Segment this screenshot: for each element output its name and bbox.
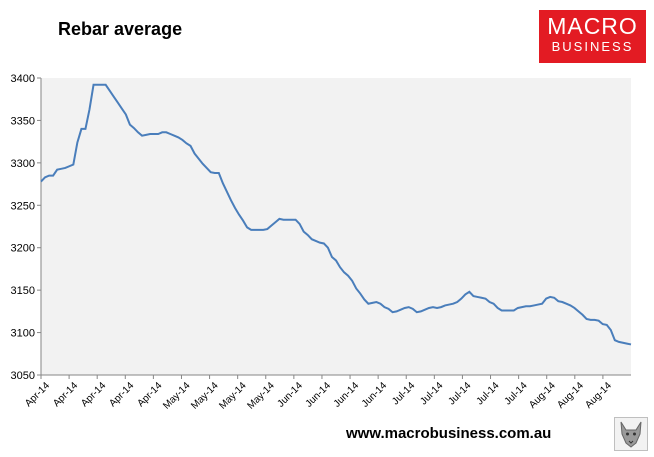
x-tick-label: Aug-14 [527, 380, 558, 411]
x-tick-label: Apr-14 [23, 380, 52, 409]
y-tick-label: 3300 [11, 158, 35, 170]
y-tick-label: 3100 [11, 328, 35, 340]
series-line [40, 83, 632, 346]
y-tick-label: 3250 [11, 200, 35, 212]
wolf-mascot-icon [614, 417, 648, 451]
x-tick-label: Jul-14 [475, 380, 502, 407]
x-tick-label: Jul-14 [503, 380, 530, 407]
x-tick-label: May-14 [217, 380, 249, 412]
x-tick-label: Jun-14 [332, 380, 362, 410]
y-axis: 3050 3100 3150 3200 3250 3300 3350 3400 [11, 73, 42, 382]
x-tick-label: Jul-14 [418, 380, 445, 407]
x-tick-label: Jun-14 [360, 380, 390, 410]
logo-line1: MACRO [547, 13, 638, 39]
plot-area [41, 78, 631, 375]
y-tick-label: 3050 [11, 370, 35, 382]
footer-url: www.macrobusiness.com.au [346, 425, 552, 442]
x-tick-label: Aug-14 [555, 380, 586, 411]
x-tick-label: Jul-14 [446, 380, 473, 407]
y-tick-label: 3150 [11, 285, 35, 297]
x-tick-label: May-14 [161, 380, 193, 412]
x-tick-label: Jun-14 [304, 380, 334, 410]
macrobusiness-logo: MACRO BUSINESS [539, 10, 646, 63]
x-tick-label: Apr-14 [51, 380, 80, 409]
x-tick-label: Jun-14 [276, 380, 306, 410]
chart-title: Rebar average [58, 19, 183, 39]
x-tick-label: Apr-14 [135, 380, 164, 409]
y-tick-label: 3200 [11, 243, 35, 255]
y-tick-label: 3350 [11, 115, 35, 127]
x-tick-label: Apr-14 [107, 380, 136, 409]
x-tick-label: Aug-14 [583, 380, 614, 411]
x-tick-label: Jul-14 [390, 380, 417, 407]
x-axis: Apr-14 Apr-14 Apr-14 Apr-14 Apr-14May-14May-… [23, 374, 631, 412]
x-tick-label: Apr-14 [79, 380, 108, 409]
x-tick-label: May-14 [245, 380, 277, 412]
y-tick-label: 3400 [11, 73, 35, 85]
x-tick-label: May-14 [189, 380, 221, 412]
logo-line2: BUSINESS [551, 39, 634, 54]
